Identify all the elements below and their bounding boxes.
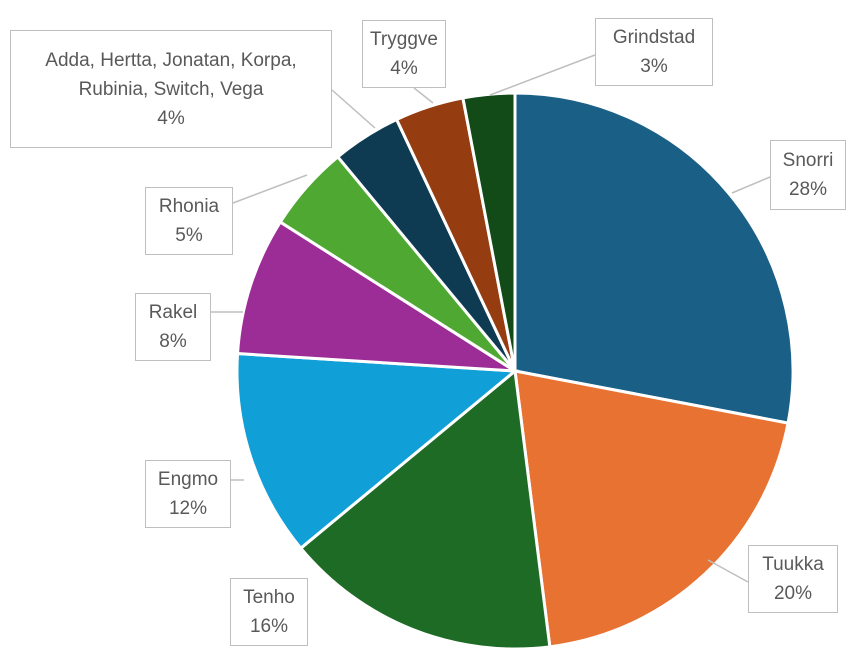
category-label: Rakel (148, 302, 198, 323)
pie-slice (298, 368, 552, 651)
category-label: Tryggve (370, 29, 438, 50)
data-label: Engmo 12% (145, 460, 231, 528)
leader-line (731, 176, 771, 194)
value-label: 4% (390, 58, 418, 79)
data-label: Rhonia 5% (145, 187, 233, 255)
value-label: 8% (159, 331, 187, 352)
category-label: Adda, Hertta, Jonatan, Korpa, Rubinia, S… (45, 49, 297, 100)
data-label: Adda, Hertta, Jonatan, Korpa, Rubinia, S… (10, 30, 332, 148)
pie-slice (235, 219, 516, 373)
pie-slice (235, 351, 519, 551)
leader-line (232, 174, 308, 204)
value-label: 16% (249, 616, 289, 637)
leader-line (489, 54, 596, 96)
category-label: Grindstad (612, 27, 696, 48)
pie-slice (513, 369, 790, 649)
category-label: Snorri (782, 150, 834, 171)
data-label: Tryggve 4% (362, 20, 446, 88)
value-label: 5% (175, 225, 203, 246)
data-label: Tuukka 20% (748, 545, 838, 613)
leader-line (331, 89, 376, 129)
value-label: 20% (773, 583, 813, 604)
pie-slice (461, 91, 517, 372)
leader-line (707, 559, 749, 583)
category-label: Tenho (243, 587, 295, 608)
value-label: 28% (788, 179, 828, 200)
value-label: 3% (640, 56, 668, 77)
data-label: Snorri 28% (770, 140, 846, 210)
category-label: Tuukka (762, 554, 824, 575)
value-label: 4% (157, 107, 185, 129)
category-label: Engmo (157, 469, 219, 490)
data-label: Grindstad 3% (595, 18, 713, 86)
pie-slice (513, 91, 795, 425)
data-label: Tenho 16% (230, 578, 308, 646)
data-label: Rakel 8% (135, 293, 211, 361)
leader-line (413, 87, 434, 104)
category-label: Rhonia (158, 196, 220, 217)
value-label: 12% (168, 498, 208, 519)
